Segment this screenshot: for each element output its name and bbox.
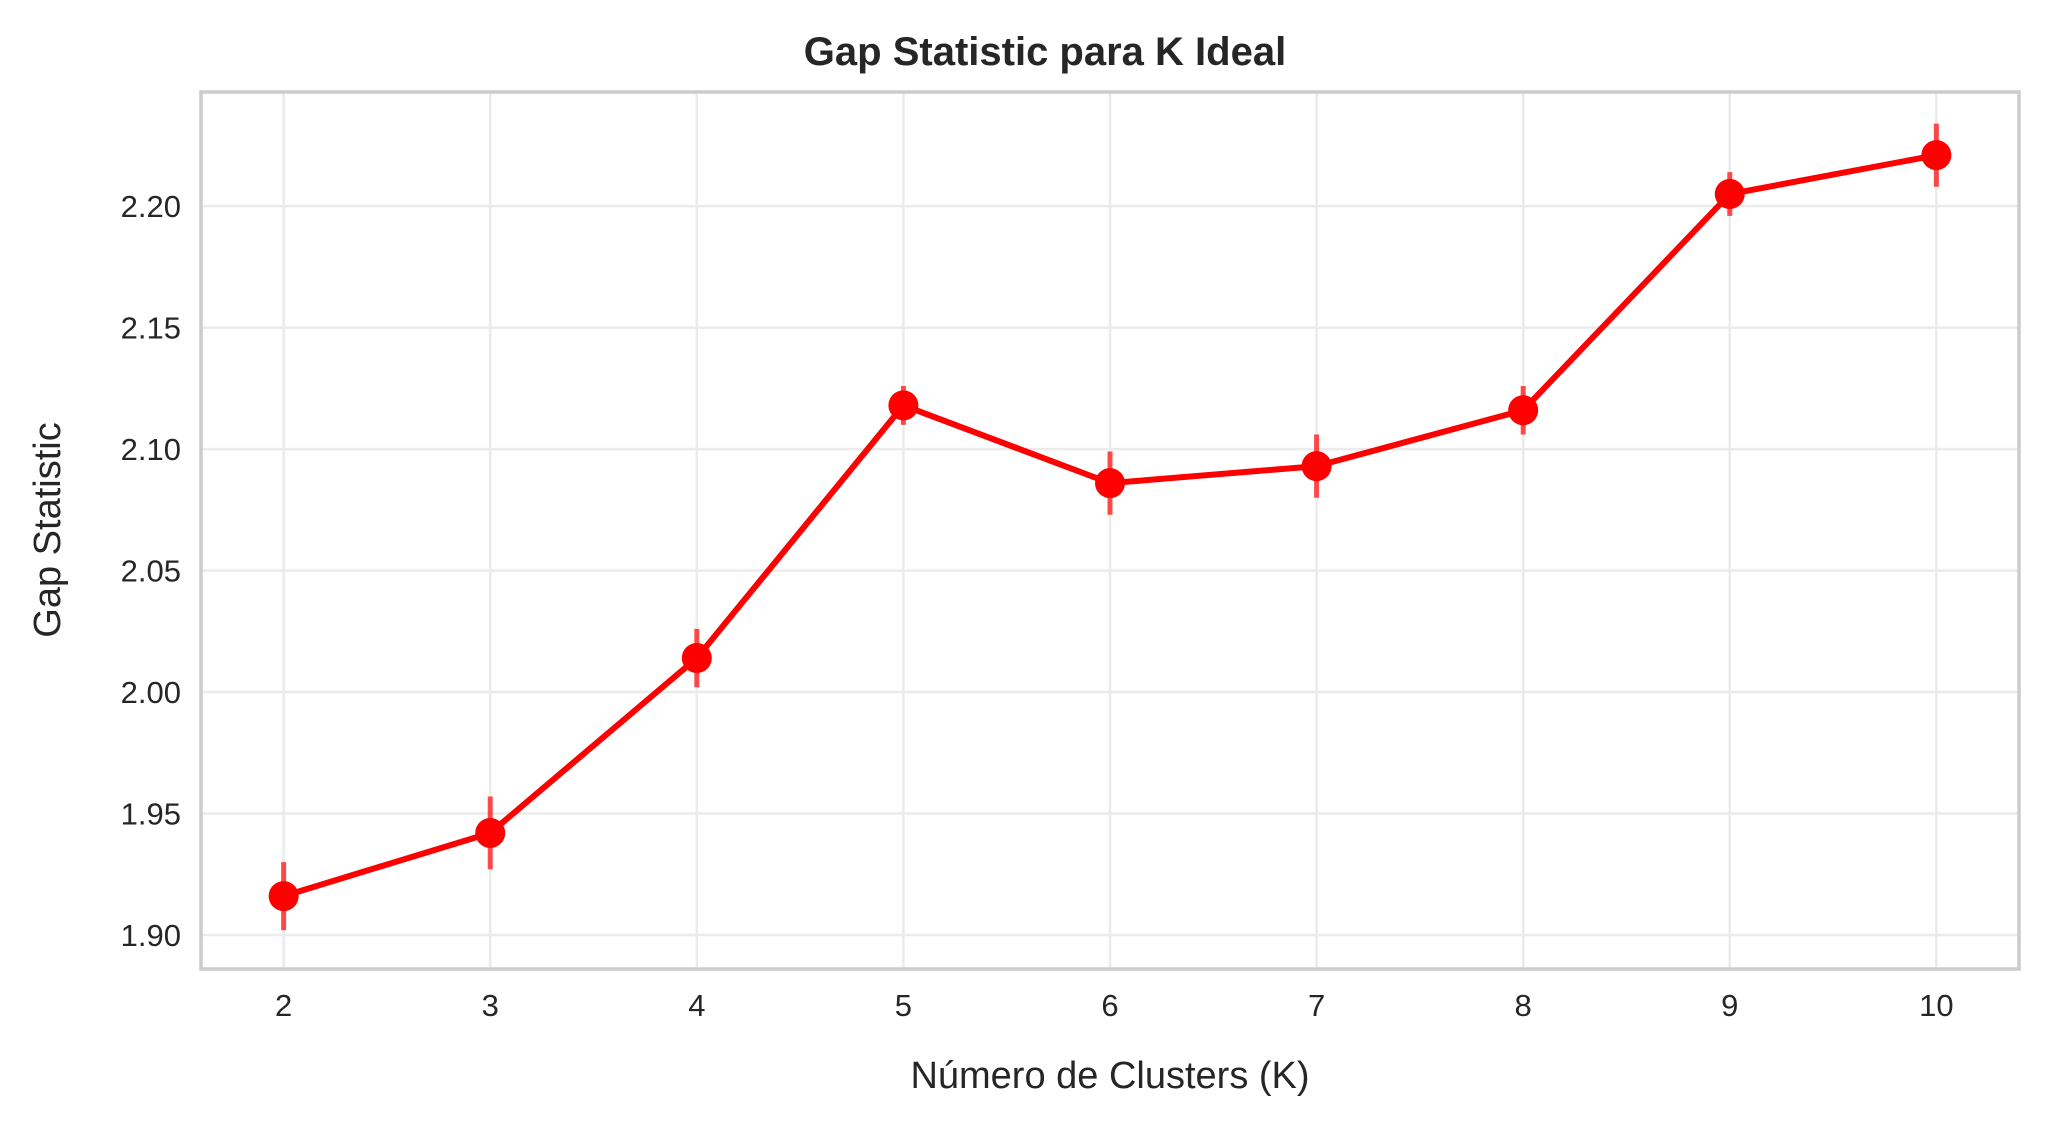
data-point [1508, 395, 1539, 426]
data-point [888, 390, 919, 421]
x-tick-label: 2 [275, 988, 292, 1023]
plot-frame [199, 90, 2021, 971]
y-tick-label: 2.05 [121, 554, 181, 589]
axis-ticks: 2 3 4 5 6 7 8 9 10 1.90 1.95 2.00 2.05 2.10 2.15 2.20 [121, 189, 1954, 1023]
data-point [1095, 468, 1125, 499]
y-tick-label: 1.90 [121, 918, 181, 953]
data-point [681, 643, 712, 674]
x-tick-label: 7 [1308, 988, 1325, 1023]
chart-title: Gap Statistic para K Ideal [804, 30, 1286, 74]
x-tick-label: 10 [1919, 988, 1953, 1023]
data-point [1921, 140, 1952, 171]
data-point [1301, 451, 1332, 482]
data-point [475, 817, 506, 848]
y-tick-label: 2.20 [121, 189, 181, 224]
y-axis-label: Gap Statistic [27, 422, 69, 637]
data-point [268, 881, 299, 912]
data-point [1714, 179, 1745, 210]
grid-lines [201, 92, 2019, 969]
x-axis-label: Número de Clusters (K) [910, 1055, 1309, 1097]
x-tick-label: 8 [1515, 988, 1532, 1023]
y-tick-label: 2.10 [121, 432, 181, 467]
x-tick-label: 9 [1721, 988, 1738, 1023]
x-tick-label: 6 [1101, 988, 1118, 1023]
x-tick-label: 5 [895, 988, 912, 1023]
x-tick-label: 4 [688, 988, 705, 1023]
y-tick-label: 2.15 [121, 311, 181, 346]
x-tick-label: 3 [482, 988, 499, 1023]
y-tick-label: 2.00 [121, 675, 181, 710]
y-tick-label: 1.95 [121, 797, 181, 832]
data-series [268, 123, 1952, 931]
